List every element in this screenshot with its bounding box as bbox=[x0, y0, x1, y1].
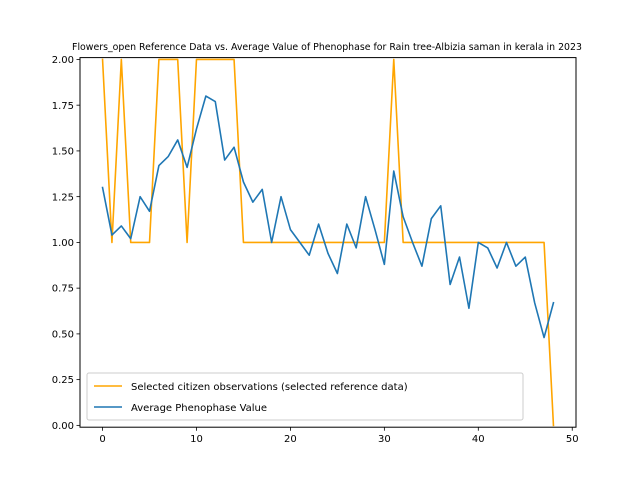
series-layer bbox=[101, 58, 555, 427]
series-line-0 bbox=[101, 58, 555, 427]
x-axis: 0 10 20 30 40 50 bbox=[99, 427, 579, 445]
y-tick-label: 0.25 bbox=[52, 375, 74, 386]
y-tick-label: 1.75 bbox=[52, 101, 74, 112]
x-tick-label: 50 bbox=[566, 434, 579, 445]
y-axis: 0.00 0.25 0.50 0.75 1.00 1.25 1.50 1.75 2.00 bbox=[52, 55, 80, 432]
y-tick-label: 0.50 bbox=[52, 329, 74, 340]
legend-label-reference: Selected citizen observations (selected … bbox=[131, 382, 408, 393]
x-tick-label: 30 bbox=[378, 434, 391, 445]
legend-label-average: Average Phenophase Value bbox=[131, 403, 267, 414]
legend-box bbox=[86, 372, 524, 421]
legend: Selected citizen observations (selected … bbox=[86, 372, 524, 421]
chart-title: Flowers_open Reference Data vs. Average … bbox=[72, 42, 582, 53]
y-tick-label: 0.00 bbox=[52, 421, 74, 432]
y-tick-label: 0.75 bbox=[52, 284, 74, 295]
x-tick-label: 10 bbox=[190, 434, 203, 445]
y-tick-label: 1.00 bbox=[52, 238, 74, 249]
y-tick-label: 1.50 bbox=[52, 147, 74, 158]
x-tick-label: 0 bbox=[99, 434, 105, 445]
x-tick-label: 40 bbox=[472, 434, 485, 445]
y-tick-label: 2.00 bbox=[52, 55, 74, 66]
series-line-1 bbox=[101, 95, 555, 339]
x-tick-label: 20 bbox=[284, 434, 297, 445]
y-tick-label: 1.25 bbox=[52, 192, 74, 203]
